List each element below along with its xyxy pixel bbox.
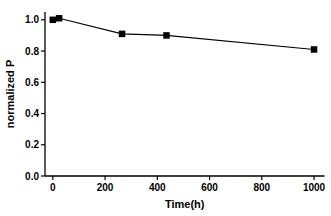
y-tick-label: 0.8 xyxy=(25,46,39,57)
marker xyxy=(119,31,126,38)
marker xyxy=(311,46,318,53)
y-tick xyxy=(41,50,45,51)
line xyxy=(53,18,314,49)
y-tick-label: 0.4 xyxy=(25,108,39,119)
y-tick-label: 0.0 xyxy=(25,171,39,182)
x-tick xyxy=(104,176,105,180)
y-tick xyxy=(41,113,45,114)
x-tick-label: 800 xyxy=(253,182,270,193)
x-tick xyxy=(209,176,210,180)
chart: 0 200 400 600 800 1000 0.0 0.2 0.4 0.6 0.8 1.0 Time(… xyxy=(0,0,331,216)
x-tick-label: 200 xyxy=(97,182,114,193)
x-tick xyxy=(157,176,158,180)
y-axis xyxy=(44,12,45,176)
y-axis-label: normalized P xyxy=(4,60,16,128)
marker xyxy=(50,17,57,24)
x-axis xyxy=(45,175,325,176)
y-tick xyxy=(41,144,45,145)
y-tick xyxy=(41,19,45,20)
y-tick-label: 0.6 xyxy=(25,77,39,88)
marker xyxy=(163,32,170,39)
x-tick xyxy=(261,176,262,180)
y-tick xyxy=(41,82,45,83)
x-tick-label: 1000 xyxy=(303,182,326,193)
plot-data xyxy=(50,15,318,53)
x-axis-label: Time(h) xyxy=(165,198,205,210)
marker xyxy=(56,15,63,22)
x-tick-label: 400 xyxy=(149,182,166,193)
y-tick xyxy=(41,175,45,176)
x-tick-label: 0 xyxy=(50,182,56,193)
x-tick xyxy=(313,176,314,180)
x-tick xyxy=(52,176,53,180)
y-tick-label: 1.0 xyxy=(25,14,39,25)
x-tick-label: 600 xyxy=(201,182,218,193)
y-tick-label: 0.2 xyxy=(25,139,39,150)
